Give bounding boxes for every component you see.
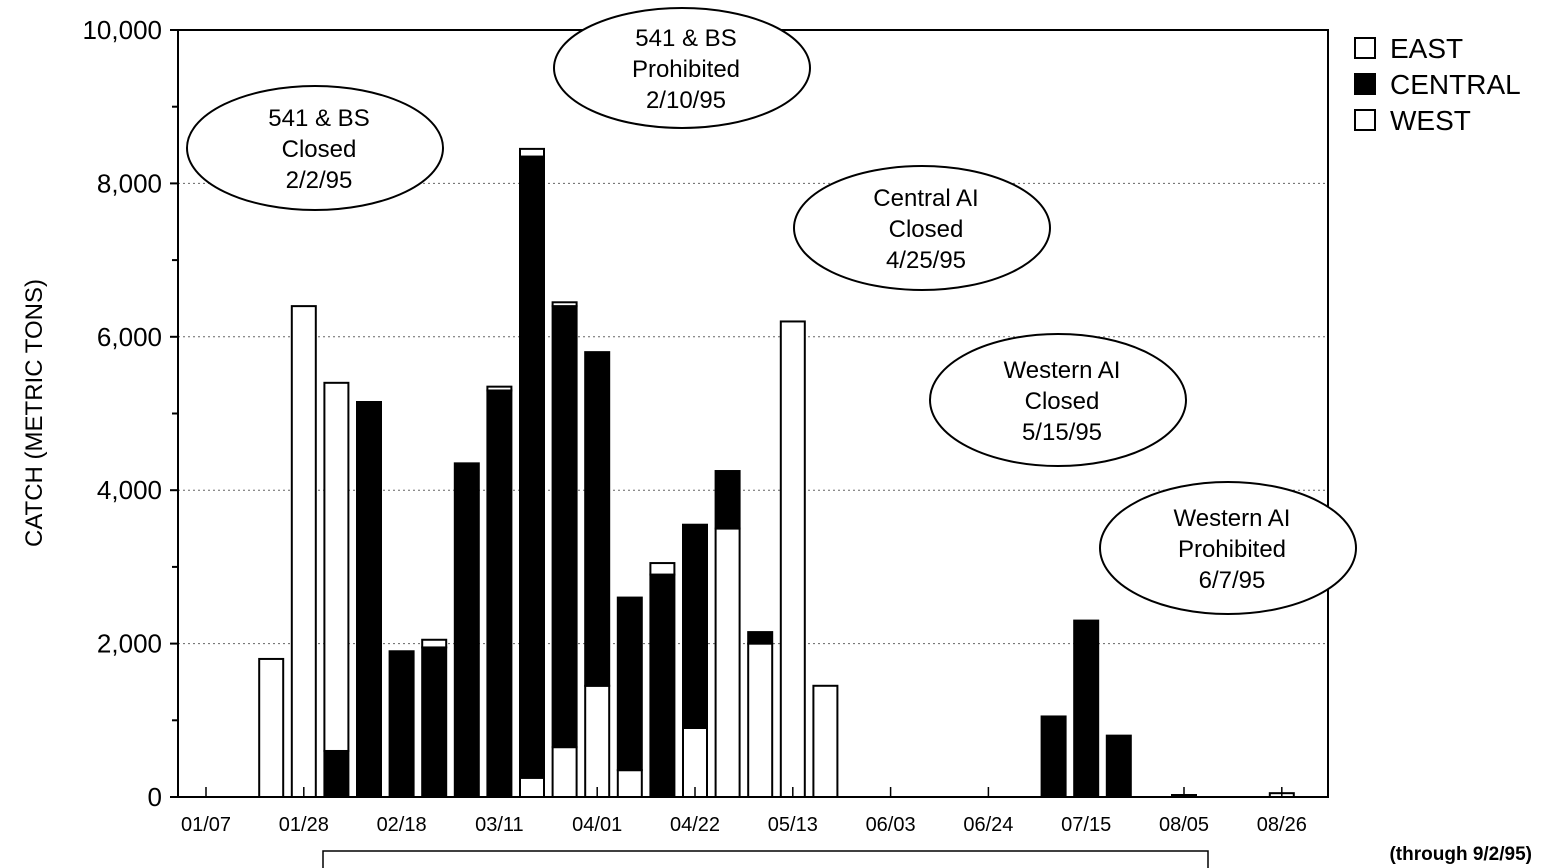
annotation-ellipse [793,165,1051,291]
y-axis: 0 2,000 4,000 6,000 8,000 10,000 [82,15,178,812]
annotation-text: 541 & BS [635,25,736,52]
y-tick-label: 10,000 [82,15,162,45]
bar-east [649,562,676,576]
caption-box [322,850,1209,868]
x-tick-label: 03/11 [475,814,524,836]
bar-east [779,320,806,798]
legend-swatch [1354,73,1376,95]
x-tick-label: 02/18 [377,814,427,836]
bar-central [323,749,350,798]
bar-east [486,385,513,392]
bar-west [584,684,611,798]
annotations: 541 & BS Closed 2/2/95 541 & BS Prohibited 2/… [186,7,1357,615]
annotation-text: 5/15/95 [1022,419,1102,446]
annotation-ellipse [186,85,444,211]
bar-east [290,305,317,798]
y-tick-label: 6,000 [97,322,162,352]
annotation-callout: 541 & BS Prohibited 2/10/95 [553,7,811,129]
bar-east [812,684,839,798]
annotation-text: 4/25/95 [886,247,966,274]
bar-central [1073,619,1100,799]
legend-label: WEST [1390,105,1471,136]
bar-central [616,596,643,772]
bar-east [323,381,350,752]
annotation-text: Closed [282,136,357,163]
annotation-callout: Western AI Prohibited 6/7/95 [1099,481,1357,615]
bar-east [421,638,448,649]
bar-central [519,155,545,779]
annotation-text: 2/10/95 [646,87,726,114]
annotation-text: Prohibited [632,56,740,83]
x-tick-label: 01/28 [279,814,329,836]
bar-west [519,776,545,799]
annotation-text: Closed [1025,388,1100,415]
legend: EAST CENTRAL WEST [1354,33,1521,136]
x-tick-label: 08/05 [1159,814,1209,836]
bar-west [747,642,774,798]
y-tick-label: 2,000 [97,629,162,659]
annotation-text: Western AI [1004,357,1121,384]
footnote: (through 9/2/95) [1389,844,1532,865]
legend-item: EAST [1354,33,1463,64]
x-tick-label: 08/26 [1257,814,1307,836]
annotation-ellipse [929,333,1187,467]
annotation-ellipse [1099,481,1357,615]
x-tick-label: 04/22 [670,814,720,836]
bar-west [714,527,741,798]
x-tick-label: 06/24 [963,814,1013,836]
bar-west [616,769,643,799]
bar-central [682,523,708,729]
annotation-text: 2/2/95 [286,167,353,194]
annotation-callout: 541 & BS Closed 2/2/95 [186,85,444,211]
y-tick-label: 8,000 [97,168,162,198]
y-tick-label: 4,000 [97,475,162,505]
bars [258,147,1295,799]
x-tick-label: 04/01 [572,814,622,836]
bar-east [519,147,545,158]
bar-central [486,389,513,798]
bar-central [1040,715,1067,799]
x-tick-label: 05/13 [768,814,818,836]
x-tick-label: 06/03 [866,814,916,836]
annotation-text: Western AI [1174,505,1291,532]
annotation-text: Closed [889,216,964,243]
x-axis: 01/07 01/28 02/18 03/11 04/01 04/22 05/13 06/03… [181,787,1307,836]
bar-central [356,400,382,798]
legend-item: WEST [1354,105,1471,136]
annotation-text: Prohibited [1178,536,1286,563]
legend-swatch [1354,37,1376,59]
legend-label: CENTRAL [1390,69,1521,100]
bar-central [747,631,774,645]
bar-east [551,301,578,308]
bar-central [1105,734,1132,799]
annotation-callout: Central AI Closed 4/25/95 [793,165,1051,291]
bar-central [421,646,448,798]
legend-label: EAST [1390,33,1463,64]
bar-central [388,650,415,799]
bar-east [258,657,285,798]
y-axis-label: CATCH (METRIC TONS) [21,279,48,547]
annotation-callout: Western AI Closed 5/15/95 [929,333,1187,467]
bar-central [714,470,741,530]
legend-item: CENTRAL [1354,69,1521,100]
bar-west [551,746,578,799]
annotation-text: Central AI [873,185,978,212]
bar-central [551,305,578,749]
bar-west [682,726,708,798]
bar-central [584,351,611,687]
x-tick-label: 07/15 [1061,814,1111,836]
y-tick-label: 0 [148,782,162,812]
bar-central [649,573,676,798]
annotation-text: 6/7/95 [1199,567,1266,594]
annotation-ellipse [553,7,811,129]
legend-swatch [1354,109,1376,131]
x-tick-label: 01/07 [181,814,231,836]
annotation-text: 541 & BS [268,105,369,132]
bar-central [453,462,480,798]
